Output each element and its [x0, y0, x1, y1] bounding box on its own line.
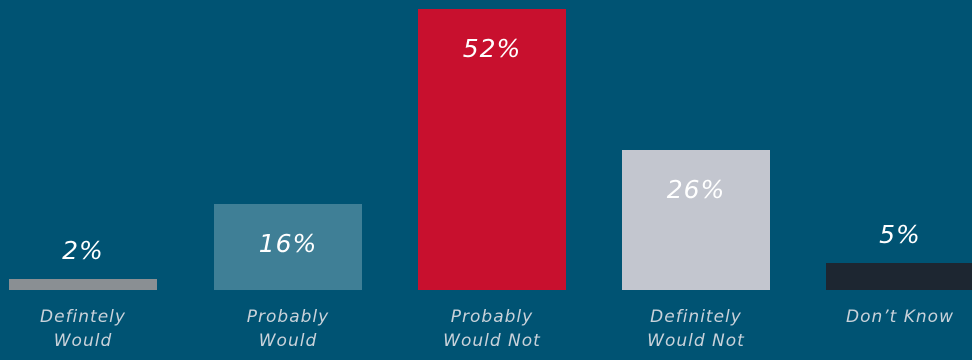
category-label-5: Don’t Know	[810, 305, 972, 329]
data-label-4: 26%	[666, 174, 726, 204]
category-label-line: Would	[258, 331, 318, 351]
bar-4	[622, 149, 770, 290]
category-label-1: Defintely Would	[0, 305, 173, 353]
category-label-line: Don’t Know	[846, 307, 954, 327]
category-label-line: Would Not	[647, 331, 745, 351]
bar-2	[214, 203, 362, 290]
bar-5	[826, 262, 972, 290]
category-label-line: Defintely	[40, 307, 126, 327]
category-label-line: Probably	[246, 307, 330, 327]
category-label-line: Would	[53, 331, 113, 351]
category-label-line: Probably	[450, 307, 534, 327]
data-label-5: 5%	[879, 219, 921, 249]
bar-1	[9, 279, 157, 290]
bar-3	[418, 9, 566, 290]
data-label-2: 16%	[258, 228, 318, 258]
category-label-3: Probably Would Not	[402, 305, 582, 353]
data-label-3: 52%	[462, 34, 522, 63]
category-label-2: Probably Would	[198, 305, 378, 353]
category-label-4: Definitely Would Not	[606, 305, 786, 353]
category-label-line: Definitely	[650, 307, 742, 327]
data-label-1: 2%	[62, 236, 104, 266]
category-label-line: Would Not	[443, 331, 541, 351]
